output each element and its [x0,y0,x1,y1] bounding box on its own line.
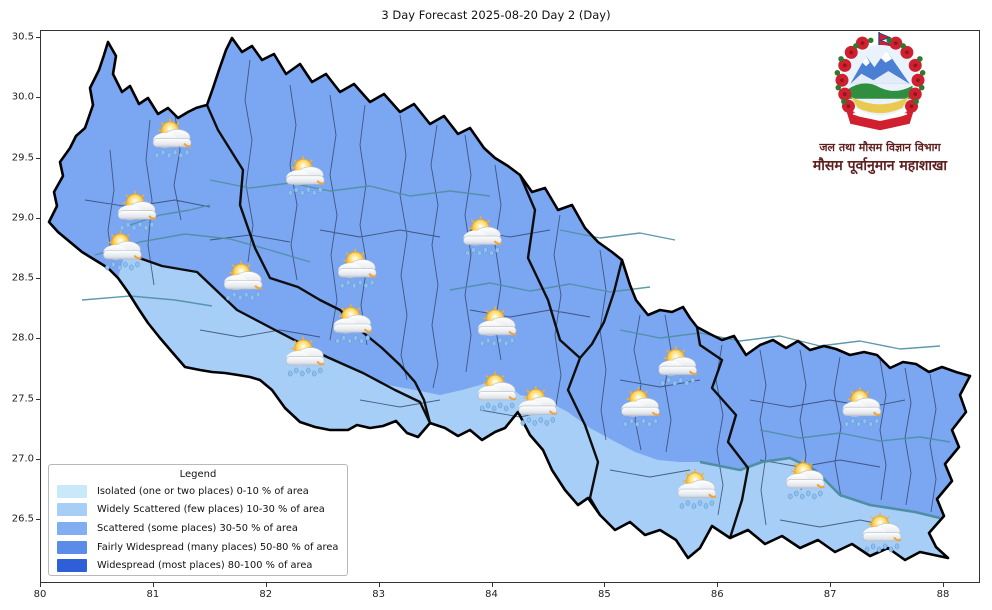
x-tick-mark [943,583,944,587]
y-tick-mark [36,458,40,460]
department-name: जल तथा मौसम विज्ञान विभाग [819,141,941,154]
x-tick-label: 83 [372,589,385,600]
y-tick-mark [36,157,40,159]
division-name: मौसम पूर्वानुमान महाशाखा [812,158,948,174]
figure-title: 3 Day Forecast 2025-08-20 Day 2 (Day) [381,8,611,22]
legend-item: Widespread (most places) 80-100 % of are… [57,556,339,575]
legend-item-label: Widespread (most places) 80-100 % of are… [97,560,313,572]
legend-item-label: Isolated (one or two places) 0-10 % of a… [97,485,309,497]
legend-item: Widely Scattered (few places) 10-30 % of… [57,501,339,520]
x-tick-mark [830,583,832,587]
wreath-leaves-icon [834,37,926,105]
province-borders [123,103,750,540]
x-tick-label: 85 [598,589,611,600]
legend-item: Scattered (some places) 30-50 % of area [57,519,339,538]
x-tick-label: 87 [823,589,837,600]
x-tick-mark [378,583,380,587]
x-tick-label: 81 [146,589,160,600]
legend-color-swatch [57,484,87,498]
x-tick-label: 88 [936,589,950,600]
y-tick-label: 28.5 [11,272,34,284]
department-logo: जल तथा मौसम विज्ञान विभाग मौसम पूर्वानुम… [790,32,970,175]
x-tick-label: 80 [33,589,47,600]
nepal-scattered-region [49,38,970,518]
x-tick-mark [40,583,41,587]
legend-item-label: Widely Scattered (few places) 10-30 % of… [97,504,325,516]
y-tick-mark [36,519,40,520]
x-tick-mark [152,583,154,587]
y-tick-mark [36,278,40,279]
y-tick-mark [36,338,40,340]
y-tick-label: 27.5 [11,393,34,404]
legend-color-swatch [57,559,87,573]
y-tick-mark [36,37,40,38]
x-tick-label: 86 [710,589,724,600]
y-tick-label: 28.0 [11,332,34,344]
y-tick-label: 29.5 [11,152,34,163]
nepal-national-border [47,36,972,562]
y-tick-mark [36,217,40,219]
legend-color-swatch [57,540,87,554]
x-tick-mark [265,583,267,587]
x-tick-mark [604,583,606,587]
legend-item: Isolated (one or two places) 0-10 % of a… [57,482,339,501]
y-tick-mark [36,398,40,400]
legend: Legend Isolated (one or two places) 0-10… [48,464,348,576]
legend-item-label: Fairly Widespread (many places) 50-80 % … [97,541,339,553]
river-lines [81,179,951,443]
legend-color-swatch [57,521,87,535]
legend-rows: Isolated (one or two places) 0-10 % of a… [57,482,339,575]
legend-title: Legend [179,469,217,480]
x-tick-label: 84 [485,589,498,600]
legend-color-swatch [57,503,87,517]
y-tick-mark [36,97,40,99]
y-tick-label: 26.5 [11,513,34,525]
legend-item: Fairly Widespread (many places) 50-80 % … [57,538,339,557]
x-tick-label: 82 [259,589,273,600]
x-tick-mark [717,583,719,587]
nepal-emblem-icon [834,32,926,131]
legend-item-label: Scattered (some places) 30-50 % of area [97,522,298,534]
y-tick-label: 30.5 [11,31,34,43]
y-tick-label: 30.0 [11,91,34,103]
x-tick-mark [491,583,493,587]
y-tick-label: 29.0 [11,212,34,224]
y-tick-label: 27.0 [11,453,34,465]
